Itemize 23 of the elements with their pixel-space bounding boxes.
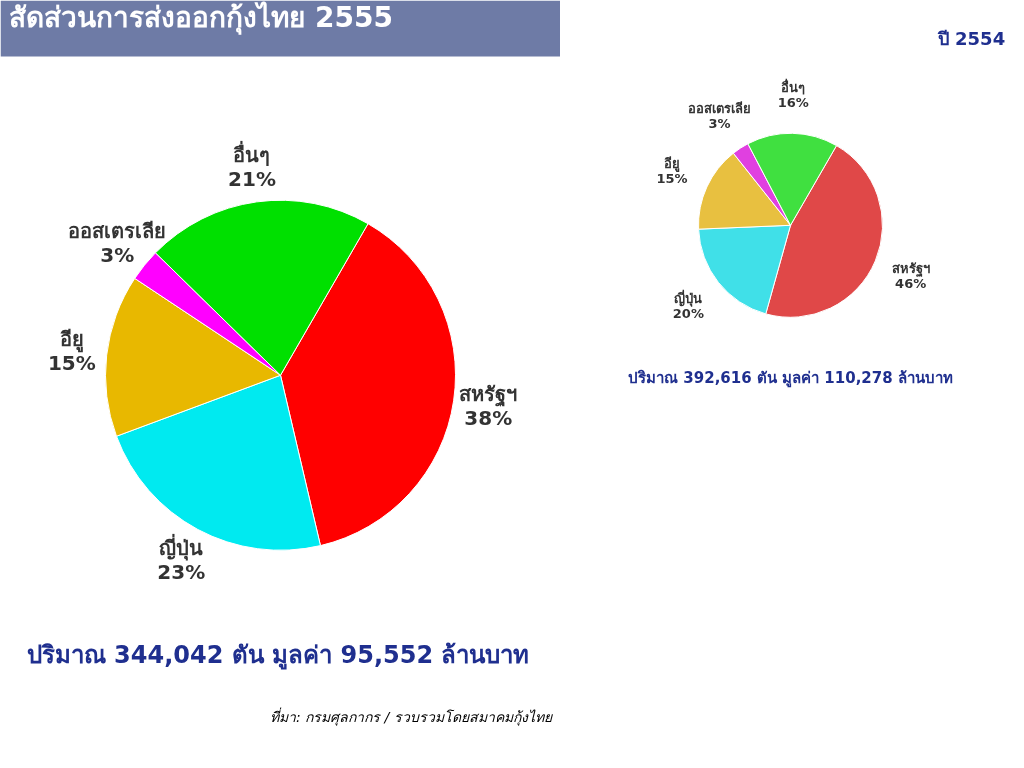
text: ปี 2554 — [936, 28, 1006, 50]
text: ปริมาณ 392,616 ตัน มูลค่า 110,278 ล้านบาท — [628, 369, 953, 389]
slice-label: อียู — [664, 156, 680, 173]
slice-label: ญี่ปุ่น — [674, 289, 703, 308]
slice-label: อื่นๆ — [233, 140, 271, 168]
slice-label: ออสเตรเลีย — [68, 219, 167, 243]
slice-label: อื่นๆ — [781, 78, 806, 96]
slice-label: ออสเตรเลีย — [688, 101, 752, 117]
data-label: 16% — [777, 95, 809, 111]
data-label: 46% — [895, 275, 927, 291]
data-label: 15% — [656, 171, 688, 187]
data-label: 3% — [708, 116, 731, 132]
slice-label: สหรัฐฯ — [891, 260, 930, 278]
text: ที่มา: กรมศุลกากร / รวบรวมโดยสมาคมกุ้งไทย — [269, 706, 553, 726]
data-label: 20% — [672, 306, 704, 322]
data-label: 23% — [157, 560, 206, 585]
chart-title: สัดส่วนการส่งออกกุ้งไทย 2555 — [9, 0, 393, 35]
slice-label: ญี่ปุ่น — [159, 533, 204, 562]
slice-label: อียู — [59, 327, 84, 354]
data-label: 21% — [228, 167, 276, 192]
slice-label: สหรัฐฯ — [459, 381, 518, 408]
data-label: 3% — [100, 243, 135, 267]
text: ปริมาณ 344,042 ตัน มูลค่า 95,552 ล้านบาท — [26, 641, 530, 671]
